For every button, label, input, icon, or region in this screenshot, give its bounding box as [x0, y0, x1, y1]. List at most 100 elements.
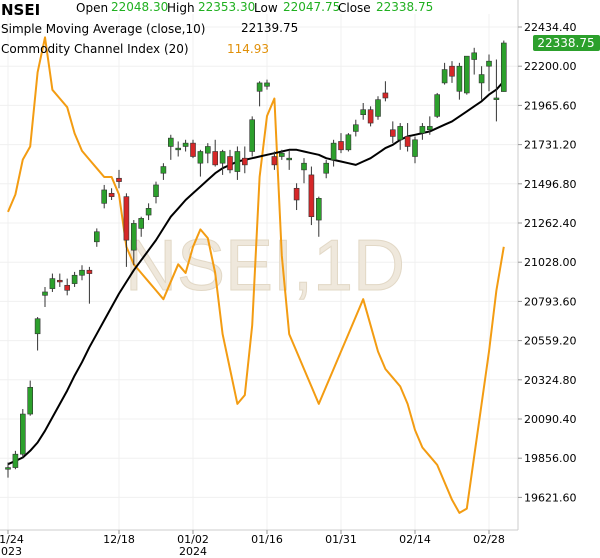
candle-body [234, 151, 241, 172]
candle [5, 462, 11, 478]
candle-body [138, 218, 144, 229]
candle [108, 188, 115, 200]
candle [271, 151, 278, 170]
x-tick-label: 01/31 [325, 533, 357, 546]
candle [441, 62, 448, 85]
candle-body [42, 291, 48, 296]
candle [500, 40, 507, 92]
high-value: 22353.30 [198, 0, 256, 14]
candle [286, 149, 293, 170]
candle-body [219, 151, 226, 164]
candle [242, 146, 248, 174]
y-tick-label: 22200.00 [524, 60, 577, 73]
candle [323, 159, 330, 179]
candle [478, 66, 485, 100]
candle-body [315, 198, 322, 221]
candle [101, 184, 107, 209]
candle-body [286, 157, 293, 161]
candle [382, 81, 389, 102]
y-tick-label: 20090.40 [524, 413, 577, 426]
x-tick-label: 02/14 [399, 533, 431, 546]
candle [27, 380, 34, 416]
candle-body [375, 99, 381, 117]
candle [434, 92, 441, 119]
x-tick-sublabel: 2024 [179, 545, 207, 558]
x-tick-label: 01/16 [251, 533, 283, 546]
candle-body [404, 136, 411, 147]
candle-body [301, 162, 307, 171]
candle [71, 271, 78, 287]
candle-body [441, 69, 448, 84]
candle-body [389, 129, 396, 137]
candle [493, 59, 500, 122]
candle [486, 54, 492, 92]
y-tick-label: 20793.60 [524, 295, 577, 308]
x-tick-sublabel: 2023 [0, 545, 22, 558]
candle [182, 139, 189, 152]
candle [345, 133, 352, 152]
candle [175, 141, 181, 157]
watermark: NSEI,1D [125, 226, 405, 306]
candle-body [323, 162, 330, 174]
candle [197, 149, 204, 177]
candle [367, 106, 374, 127]
candle-body [478, 74, 485, 84]
y-tick-label: 21262.40 [524, 217, 577, 230]
candle-body [64, 284, 70, 291]
candle-body [352, 124, 359, 132]
candle-body [116, 177, 122, 182]
candle [190, 139, 196, 159]
y-tick-label: 19621.60 [524, 491, 577, 504]
y-tick-label: 21731.20 [524, 139, 577, 152]
candle-body [19, 413, 26, 455]
candle-body [338, 141, 344, 151]
cci-legend-label: Commodity Channel Index (20) [1, 42, 189, 56]
candle [56, 273, 63, 287]
candle [116, 169, 122, 189]
candle [293, 183, 300, 211]
candle [389, 121, 396, 144]
candle [12, 450, 19, 470]
candle [338, 133, 344, 154]
candle [264, 79, 270, 90]
close-label: Close [338, 1, 371, 15]
candle-body [449, 65, 455, 77]
candle-body [12, 453, 19, 468]
candle [131, 220, 137, 266]
candle-body [34, 318, 41, 335]
candle-body [367, 109, 374, 124]
candle [330, 139, 337, 167]
candle-body [71, 274, 78, 284]
candle-body [168, 137, 174, 147]
candle-body [205, 146, 211, 154]
candle [168, 134, 174, 160]
candle [145, 203, 152, 221]
candle [138, 216, 144, 237]
candle [234, 146, 241, 180]
candle [308, 166, 315, 226]
candle-body [56, 279, 63, 283]
candle-body [256, 82, 263, 92]
candle [301, 158, 307, 184]
candle [375, 96, 381, 120]
y-tick-label: 21496.80 [524, 178, 577, 191]
candle [64, 278, 70, 296]
candle [212, 139, 218, 167]
candle-body [345, 134, 352, 151]
candle [19, 409, 26, 458]
last-price-label: 22338.75 [537, 36, 594, 50]
candle-body [5, 467, 11, 470]
candle [94, 228, 100, 247]
candle-body [86, 269, 93, 274]
candle [249, 116, 255, 157]
candle-body [278, 152, 285, 157]
candle [86, 266, 93, 304]
candle-body [456, 65, 463, 92]
symbol-title: NSEI [1, 1, 41, 19]
candle [419, 123, 426, 140]
high-label: High [167, 1, 195, 15]
cci-line [7, 36, 505, 514]
candle-body [249, 119, 255, 152]
candle-body [382, 92, 389, 99]
